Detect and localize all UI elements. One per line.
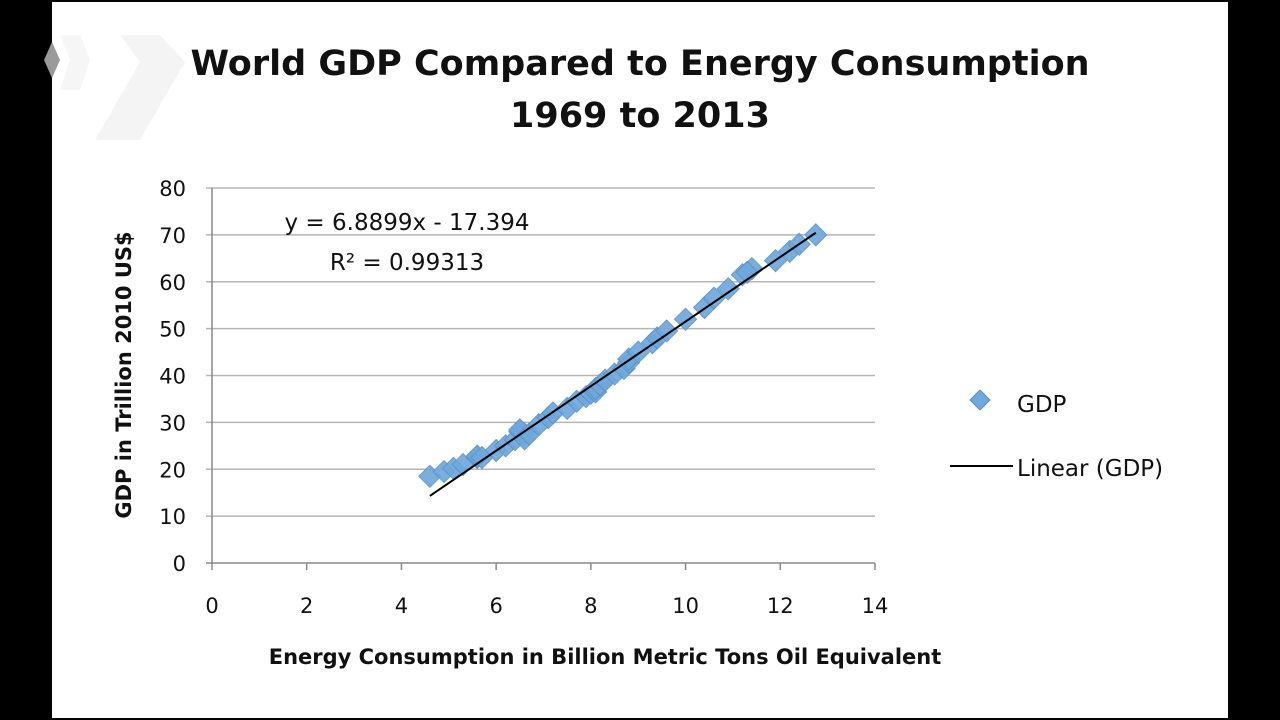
decorative-chevron-icon (44, 35, 185, 140)
y-axis-label: GDP in Trillion 2010 US$ (112, 231, 136, 518)
trendline-equation: y = 6.8899x - 17.394 (285, 210, 530, 236)
x-tick-label: 10 (672, 594, 699, 618)
y-tick-label: 30 (159, 411, 186, 435)
x-axis-label: Energy Consumption in Billion Metric Ton… (269, 645, 942, 669)
x-tick-label: 6 (489, 594, 502, 618)
y-tick-label: 20 (159, 458, 186, 482)
x-tick-label: 8 (584, 594, 597, 618)
y-tick-label: 10 (159, 505, 186, 529)
legend-gdp-marker-icon (969, 389, 991, 411)
x-tick-label: 4 (395, 594, 408, 618)
y-tick-label: 60 (159, 271, 186, 295)
x-tick-label: 0 (205, 594, 218, 618)
data-point (702, 286, 726, 310)
legend-gdp-label: GDP (1017, 392, 1067, 418)
data-point (716, 277, 740, 301)
trendline (429, 231, 817, 497)
data-point (654, 319, 679, 343)
legend-trendline-label: Linear (GDP) (1017, 456, 1163, 482)
x-tick-label: 14 (862, 594, 889, 618)
chart-title: World GDP Compared to Energy Consumption (190, 44, 1090, 84)
y-tick-label: 50 (159, 318, 186, 342)
data-point (804, 223, 828, 247)
chart-subtitle: 1969 to 2013 (510, 96, 770, 136)
r-squared-label: R² = 0.99313 (330, 250, 484, 276)
legend: GDP Linear (GDP) (950, 389, 1163, 482)
y-tick-label: 0 (173, 552, 186, 576)
x-tick-label: 2 (300, 594, 313, 618)
y-tick-label: 80 (159, 177, 186, 201)
y-tick-label: 70 (159, 224, 186, 248)
y-tick-label: 40 (159, 365, 186, 389)
data-point (735, 260, 759, 285)
x-tick-label: 12 (767, 594, 794, 618)
